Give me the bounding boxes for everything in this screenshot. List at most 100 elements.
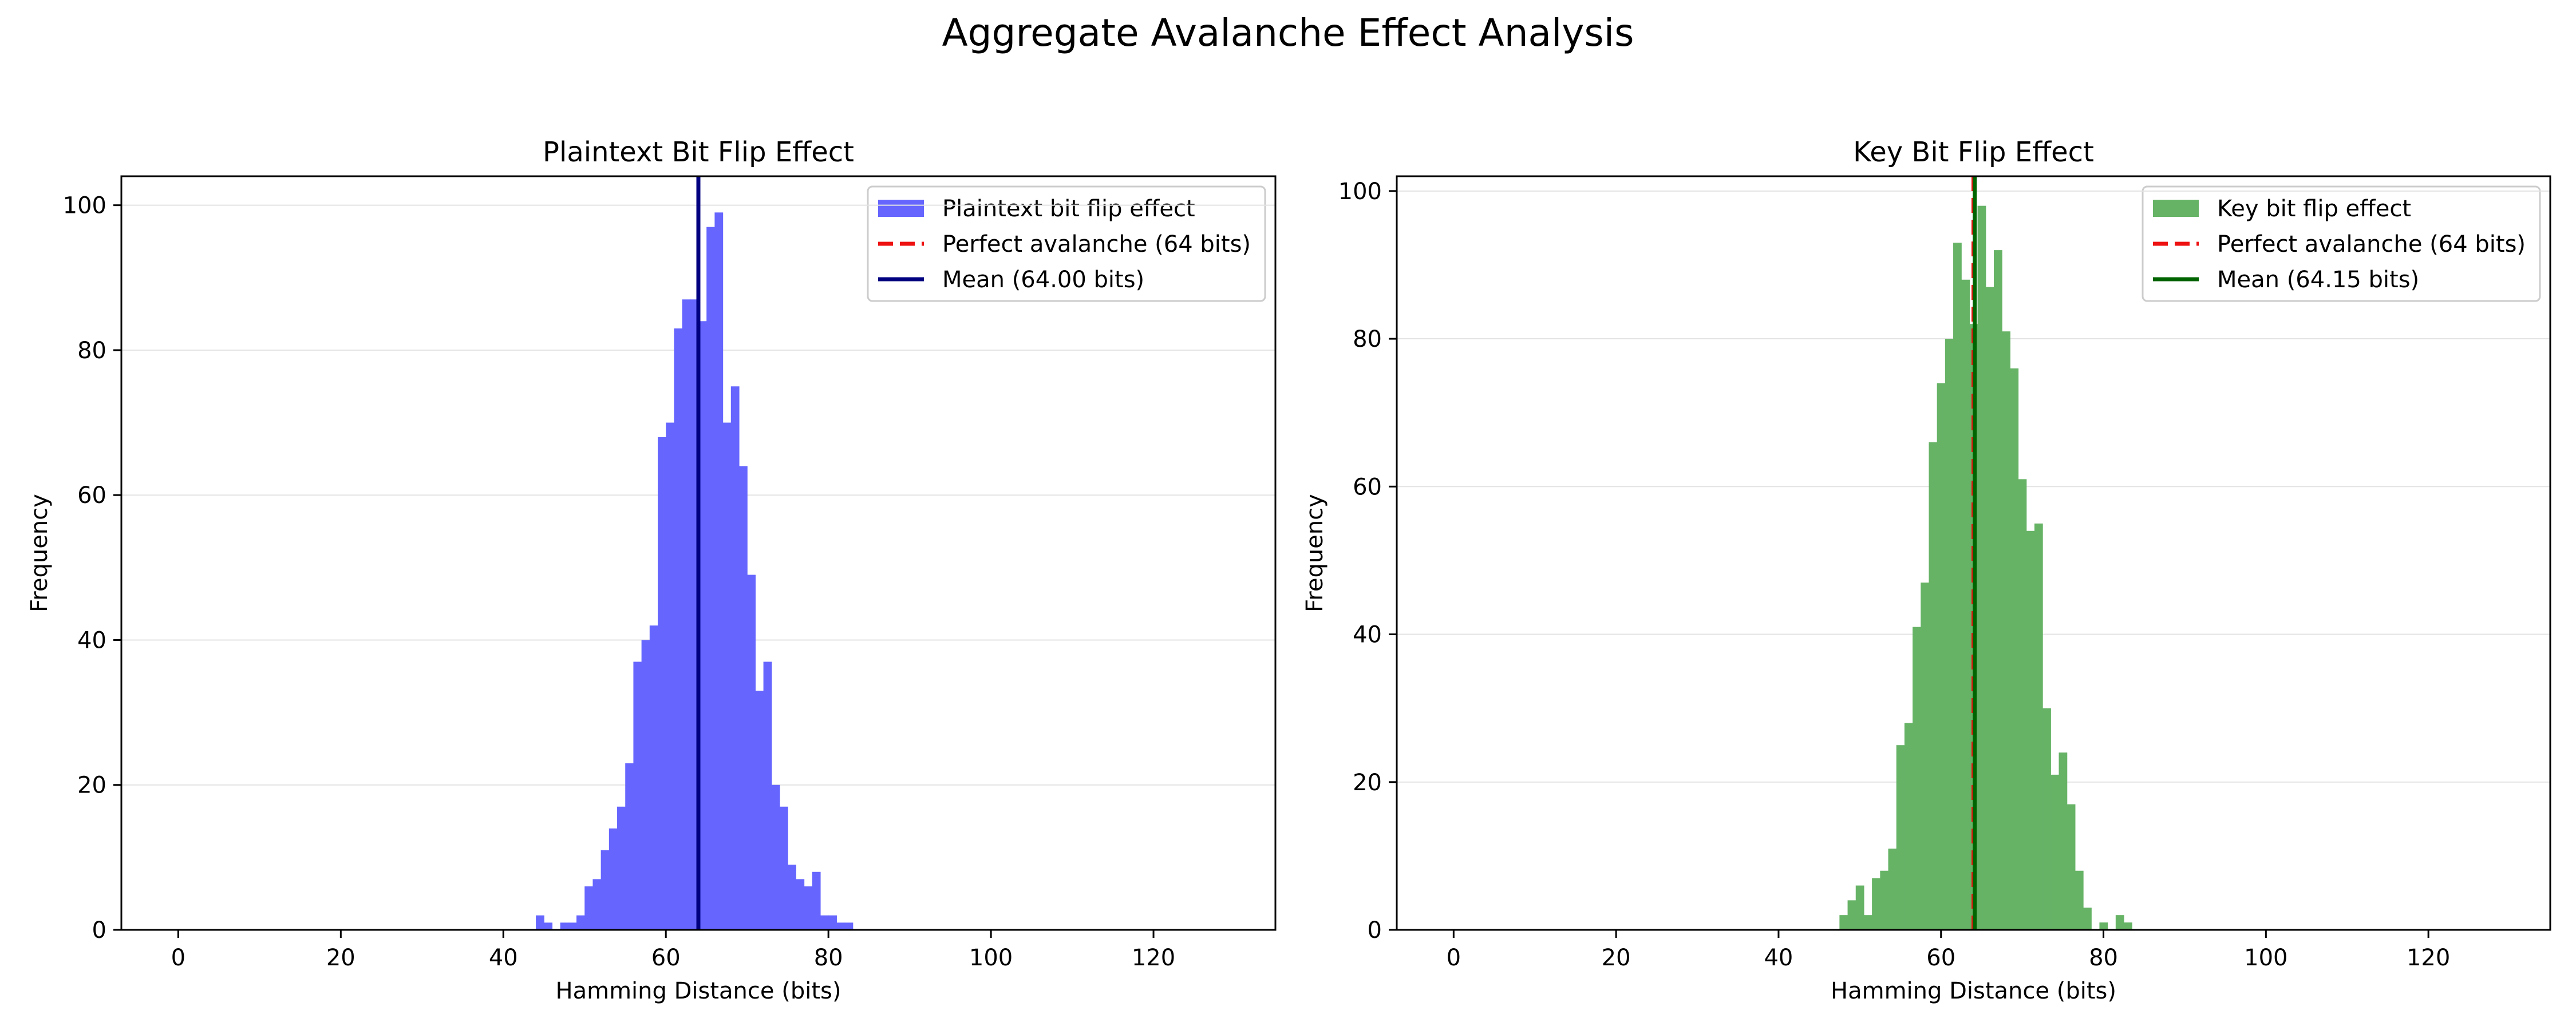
y-tick-label: 20 — [77, 772, 106, 799]
histogram-bar — [1888, 848, 1897, 930]
histogram-bar — [2124, 922, 2132, 930]
histogram-bar — [658, 437, 666, 930]
histogram-bar — [828, 915, 837, 930]
x-tick-label: 20 — [326, 945, 355, 971]
y-tick-label: 100 — [1338, 179, 1382, 205]
histogram-bar — [1977, 205, 1986, 930]
histogram-bar — [836, 922, 846, 930]
legend-entry-label: Plaintext bit flip effect — [942, 196, 1195, 222]
histogram-bar — [625, 763, 634, 930]
histogram-bar — [2083, 908, 2092, 930]
y-tick-label: 60 — [77, 482, 106, 509]
histogram-bar — [536, 915, 544, 930]
histogram-bar — [1863, 915, 1872, 930]
histogram-bar — [584, 886, 594, 930]
x-axis-label: Hamming Distance (bits) — [556, 978, 841, 1004]
legend-swatch-histogram — [2153, 200, 2199, 217]
x-tick-label: 120 — [1132, 945, 1175, 971]
x-tick-label: 60 — [651, 945, 681, 971]
y-tick-label: 0 — [92, 917, 106, 944]
legend: Plaintext bit flip effect Perfect avalan… — [867, 185, 1266, 302]
histogram-bar — [1896, 745, 1905, 930]
histogram-bar — [706, 227, 715, 930]
histogram-bar — [755, 691, 764, 930]
histogram-bar — [2099, 922, 2108, 930]
y-axis-label: Frequency — [1302, 494, 1328, 612]
histogram-bar — [1985, 287, 1994, 930]
x-tick-label: 0 — [171, 945, 185, 971]
histogram-bar — [2115, 915, 2124, 930]
x-tick-label: 120 — [2407, 945, 2450, 971]
y-tick-label: 0 — [1368, 917, 1382, 944]
legend-entry-label: Mean (64.00 bits) — [942, 267, 1144, 293]
panel-plaintext: Plaintext Bit Flip Effect Hamming Distan… — [26, 136, 1277, 1004]
histogram-bar — [568, 922, 577, 930]
histogram-bar — [722, 422, 732, 930]
y-tick-label: 60 — [1353, 474, 1382, 500]
histogram-bar — [698, 321, 707, 930]
histogram-bar — [2059, 752, 2068, 930]
y-tick-label: 100 — [63, 193, 106, 219]
histogram-bar — [576, 915, 585, 930]
histogram-bar — [714, 212, 724, 930]
legend-swatch-histogram — [878, 200, 924, 217]
histogram-bar — [1913, 627, 1921, 930]
histogram-bar — [779, 806, 788, 930]
histogram-bar — [747, 575, 756, 930]
x-tick-label: 40 — [1764, 945, 1793, 971]
histogram-bars — [1839, 205, 2132, 930]
panel-title: Key Bit Flip Effect — [1853, 136, 2094, 168]
histogram-bar — [2067, 804, 2076, 930]
panel-title: Plaintext Bit Flip Effect — [543, 136, 854, 168]
legend: Key bit flip effect Perfect avalanche (6… — [2142, 185, 2541, 302]
y-tick-label: 80 — [1353, 326, 1382, 352]
histogram-bar — [738, 466, 748, 930]
histogram-bar — [2010, 368, 2019, 930]
x-tick-label: 60 — [1926, 945, 1955, 971]
figure-title: Aggregate Avalanche Effect Analysis — [942, 11, 1634, 55]
histogram-bar — [1872, 878, 1880, 930]
histogram-bar — [763, 661, 772, 930]
x-tick-label: 20 — [1602, 945, 1631, 971]
y-tick-label: 20 — [1353, 770, 1382, 796]
histogram-bar — [804, 886, 813, 930]
histogram-bar — [1855, 885, 1864, 930]
panel-key: Key Bit Flip Effect Hamming Distance (bi… — [1302, 136, 2551, 1004]
histogram-bar — [641, 640, 650, 930]
histogram-bar — [592, 879, 602, 930]
histogram-bar — [730, 386, 740, 930]
histogram-bar — [771, 785, 780, 930]
histogram-bar — [544, 922, 553, 930]
y-tick-label: 40 — [1353, 622, 1382, 648]
histogram-bar — [1961, 279, 1970, 930]
histogram-bar — [1880, 870, 1889, 930]
legend-entry-label: Perfect avalanche (64 bits) — [942, 231, 1251, 258]
histogram-bar — [1904, 723, 1913, 930]
x-tick-label: 40 — [489, 945, 518, 971]
x-axis-label: Hamming Distance (bits) — [1831, 978, 2116, 1004]
histogram-bar — [2075, 870, 2084, 930]
legend-entry-label: Mean (64.15 bits) — [2217, 267, 2419, 293]
legend-entry-label: Perfect avalanche (64 bits) — [2217, 231, 2526, 258]
legend-frame — [2142, 185, 2541, 302]
histogram-bar — [666, 422, 675, 930]
histogram-bar — [600, 850, 610, 930]
histogram-bar — [1839, 915, 1848, 930]
histogram-bar — [2002, 331, 2010, 930]
histogram-bar — [2042, 708, 2051, 930]
histogram-bar — [2018, 479, 2027, 930]
histogram-bar — [682, 299, 691, 930]
y-tick-label: 40 — [77, 627, 106, 653]
histogram-bar — [1953, 243, 1962, 930]
histogram-bar — [560, 922, 569, 930]
histogram-bar — [1993, 250, 2002, 930]
histogram-bar — [1937, 383, 1946, 930]
histogram-bar — [796, 879, 805, 930]
plot-frame — [120, 175, 1277, 931]
histogram-bar — [1921, 583, 1930, 930]
y-tick-label: 80 — [77, 338, 106, 364]
histogram-bar — [617, 806, 626, 930]
histogram-bars — [536, 212, 854, 930]
